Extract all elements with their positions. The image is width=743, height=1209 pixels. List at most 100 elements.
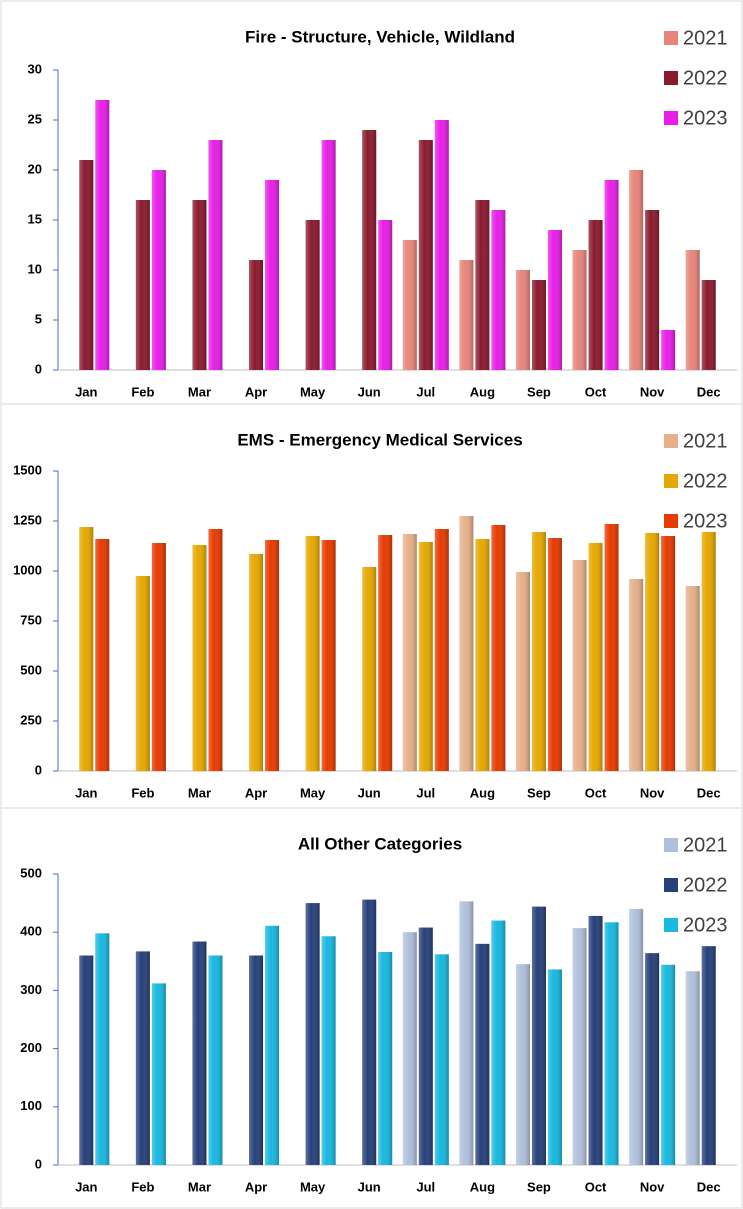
bar-shade [135, 576, 150, 771]
bar-shade [192, 545, 207, 771]
x-tick-label: Feb [131, 785, 154, 800]
bar-shade [572, 250, 587, 370]
bar-shade [249, 955, 264, 1165]
legend-label: 2021 [683, 27, 728, 49]
x-tick-label: Jun [358, 384, 381, 399]
x-tick-label: Jun [358, 785, 381, 800]
x-tick-label: Sep [527, 1179, 551, 1194]
bar-shade [645, 533, 660, 771]
bar-shade [362, 899, 377, 1165]
bar-shade [362, 567, 377, 771]
legend-label: 2023 [683, 107, 728, 129]
legend-swatch [664, 434, 678, 448]
bar-shade [378, 220, 393, 370]
bar-shade [265, 925, 280, 1165]
x-tick-label: Apr [245, 1179, 267, 1194]
x-tick-label: Apr [245, 384, 267, 399]
x-tick-label: Jul [416, 384, 435, 399]
y-tick-label: 100 [20, 1098, 42, 1113]
bar-shade [321, 540, 336, 771]
bar-shade [192, 941, 207, 1165]
bar-shade [491, 525, 506, 771]
bar-shade [434, 954, 449, 1165]
chart-title: Fire - Structure, Vehicle, Wildland [245, 27, 515, 46]
legend-label: 2021 [683, 430, 728, 452]
bar-shade [151, 543, 166, 771]
bar-shade [572, 560, 587, 771]
bar-shade [629, 579, 644, 771]
bar-shade [475, 943, 490, 1165]
bar-shade [249, 260, 264, 370]
x-tick-label: Nov [640, 1179, 665, 1194]
y-tick-label: 5 [35, 311, 42, 326]
bar-shade [701, 280, 716, 370]
x-tick-label: Jul [416, 1179, 435, 1194]
legend-swatch [664, 31, 678, 45]
chart-title: All Other Categories [298, 834, 462, 853]
bar-shade [685, 971, 700, 1165]
y-tick-label: 30 [28, 61, 42, 76]
legend-swatch [664, 111, 678, 125]
bar-shade [604, 922, 619, 1165]
bar-shade [95, 539, 110, 771]
bar-shade [685, 250, 700, 370]
bar-shade [208, 529, 223, 771]
bar-shade [79, 527, 94, 771]
bar-shade [645, 210, 660, 370]
x-tick-label: Oct [585, 1179, 607, 1194]
legend-swatch [664, 918, 678, 932]
bar-shade [402, 932, 417, 1165]
bar-shade [151, 983, 166, 1165]
x-tick-label: Jan [75, 384, 97, 399]
legend-swatch [664, 474, 678, 488]
x-tick-label: Mar [188, 384, 211, 399]
x-tick-label: Jul [416, 785, 435, 800]
bar-shade [434, 120, 449, 370]
bar-shade [321, 936, 336, 1165]
x-tick-label: Jan [75, 1179, 97, 1194]
legend-label: 2022 [683, 874, 728, 896]
x-tick-label: Dec [697, 384, 721, 399]
bar-shade [475, 200, 490, 370]
legend-label: 2023 [683, 510, 728, 532]
bar-shade [321, 140, 336, 370]
bar-shade [362, 130, 377, 370]
bar-shade [547, 538, 562, 771]
x-tick-label: Apr [245, 785, 267, 800]
y-tick-label: 1250 [13, 512, 42, 527]
x-tick-label: Dec [697, 785, 721, 800]
bar-shade [515, 964, 530, 1165]
bar-shade [249, 554, 264, 771]
legend-label: 2021 [683, 834, 728, 856]
bar-shade [491, 210, 506, 370]
bar-shade [588, 915, 603, 1165]
x-tick-label: Sep [527, 785, 551, 800]
x-tick-label: Aug [470, 384, 495, 399]
bar-shade [434, 529, 449, 771]
bar-shade [305, 220, 320, 370]
x-tick-label: Nov [640, 785, 665, 800]
bar-shade [604, 524, 619, 771]
bar-shade [305, 536, 320, 771]
bar-shade [151, 170, 166, 370]
y-tick-label: 500 [20, 662, 42, 677]
bar-shade [491, 920, 506, 1165]
x-tick-label: Oct [585, 384, 607, 399]
legend-swatch [664, 514, 678, 528]
bar-shade [402, 534, 417, 771]
y-tick-label: 1500 [13, 462, 42, 477]
x-tick-label: Jun [358, 1179, 381, 1194]
bar-shade [685, 586, 700, 771]
y-tick-label: 750 [20, 612, 42, 627]
x-tick-label: Mar [188, 1179, 211, 1194]
bar-shade [661, 964, 676, 1165]
bar-shade [192, 200, 207, 370]
bar-shade [531, 906, 546, 1165]
bar-shade [531, 280, 546, 370]
y-tick-label: 300 [20, 982, 42, 997]
y-tick-label: 0 [35, 361, 42, 376]
bar-shade [265, 180, 280, 370]
x-tick-label: Oct [585, 785, 607, 800]
bar-shade [531, 532, 546, 771]
y-tick-label: 25 [28, 111, 42, 126]
